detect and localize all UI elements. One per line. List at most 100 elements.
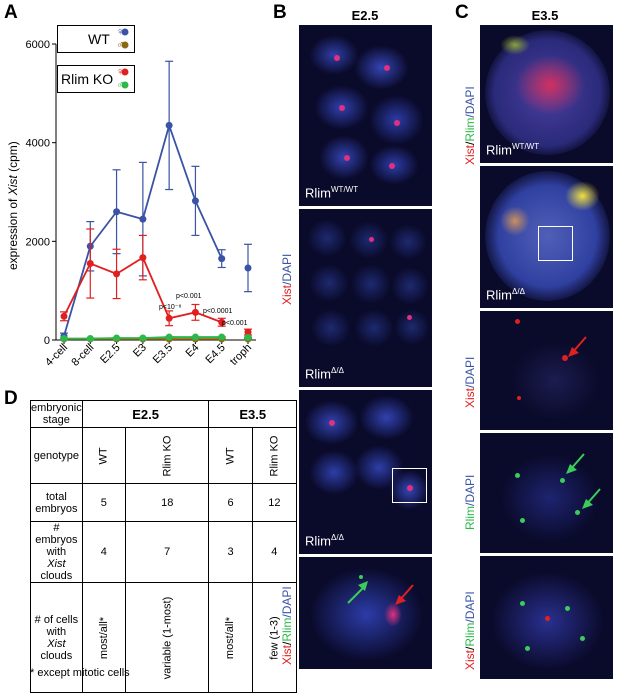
panel-b-title: E2.5	[351, 8, 379, 23]
legend-wt: WT ♀ ♂	[57, 25, 135, 53]
table-row-label: genotype	[30, 427, 83, 484]
data-point	[218, 255, 226, 263]
panel-c-title: E3.5	[531, 8, 559, 23]
arrow-red-icon	[568, 336, 587, 357]
table-cell: 12	[251, 483, 298, 522]
data-point	[113, 334, 121, 342]
microscopy-image-c1: RlimWT/WT	[479, 24, 614, 164]
data-point	[86, 260, 94, 268]
x-tick-label: 8-cell	[69, 342, 96, 369]
arrow-green-icon	[582, 488, 601, 509]
genotype-label: RlimΔ/Δ	[486, 286, 525, 302]
table-cell: Rlim KO	[268, 435, 281, 476]
data-point	[165, 121, 173, 129]
microscopy-image-c3	[479, 310, 614, 431]
legend-wt-label: WT	[88, 31, 110, 47]
pvalue-annotation: p<0.001	[176, 293, 202, 300]
table-row-label: # embryos with Xist clouds	[30, 521, 83, 583]
table-cell: most/all*	[224, 616, 237, 659]
microscopy-image-b1: RlimWT/WT	[298, 24, 433, 207]
panel-label-a: A	[4, 2, 18, 23]
x-tick-label: E3	[131, 342, 149, 360]
y-tick-label: 4000	[26, 138, 50, 150]
table-cell: few (1-3)	[268, 615, 281, 660]
data-point	[218, 318, 226, 326]
side-label-c-xist: Xist/DAPI	[463, 356, 477, 408]
legend-ko: Rlim KO ♀ ♂	[57, 65, 135, 93]
arrow-green-icon	[566, 453, 585, 474]
table-cell: 5	[81, 483, 126, 522]
side-label-c-merge: Xist/Rlim/DAPI	[463, 591, 477, 670]
panel-label-b: B	[273, 2, 287, 23]
data-point	[139, 215, 147, 223]
x-tick-label: E4.5	[203, 342, 227, 366]
data-point	[139, 334, 147, 342]
genotype-label: RlimWT/WT	[305, 184, 359, 200]
table-cell: 7	[124, 521, 210, 583]
data-point	[86, 335, 94, 343]
x-tick-label: E2.5	[98, 342, 122, 366]
genotype-label: RlimΔ/Δ	[305, 365, 344, 381]
x-tick-label: E4	[184, 342, 202, 360]
side-label-xist-dapi: Xist/DAPI	[280, 253, 294, 305]
data-point	[191, 333, 199, 341]
data-point	[139, 254, 147, 262]
legend-ko-label: Rlim KO	[61, 71, 114, 87]
data-point	[244, 334, 252, 342]
male-symbol: ♂	[116, 39, 125, 51]
legend-dots	[121, 28, 129, 89]
microscopy-image-c2: RlimΔ/Δ	[479, 165, 614, 309]
embryo-table: embryonic stage E2.5 E3.5 genotype WT Rl…	[30, 400, 298, 693]
female-symbol: ♀	[116, 26, 125, 38]
data-point	[60, 312, 68, 320]
y-axis-label: expression of Xist (cpm)	[6, 141, 20, 270]
pvalue-annotation: p<0.0001	[203, 308, 233, 315]
side-label-c-rlim: Rlim/DAPI	[463, 474, 477, 530]
microscopy-image-b2: RlimΔ/Δ	[298, 208, 433, 388]
table-header: embryonic stage	[30, 400, 83, 428]
table-cell: 6	[208, 483, 253, 522]
data-point	[165, 333, 173, 341]
arrow-red-icon	[395, 584, 414, 605]
table-footnote: * except mitotic cells	[30, 667, 130, 679]
table-cell: 3	[208, 521, 253, 583]
pvalue-annotation: p<0.001	[222, 320, 248, 327]
side-label-c-top: Xist/Rlim/DAPI	[463, 86, 477, 165]
data-point	[60, 335, 68, 343]
arrow-green-icon	[347, 581, 368, 604]
data-point	[218, 333, 226, 341]
data-point	[244, 264, 252, 272]
microscopy-image-b3: RlimΔ/Δ	[298, 389, 433, 555]
table-cell: Rlim KO	[161, 435, 174, 476]
data-point	[113, 208, 121, 216]
genotype-label: RlimΔ/Δ	[305, 532, 344, 548]
x-tick-label: troph	[228, 342, 254, 368]
panel-label-d: D	[4, 388, 18, 409]
genotype-label: RlimWT/WT	[486, 141, 540, 157]
zoom-box	[392, 468, 427, 503]
table-header: E3.5	[208, 400, 298, 428]
table-header: E2.5	[81, 400, 210, 428]
data-point	[191, 308, 199, 316]
table-cell: WT	[97, 446, 110, 465]
table-cell: 18	[124, 483, 210, 522]
female-symbol: ♀	[116, 66, 125, 78]
y-tick-label: 2000	[26, 236, 50, 248]
zoom-box	[538, 226, 573, 261]
y-tick-label: 6000	[26, 39, 50, 51]
panel-label-c: C	[455, 2, 469, 23]
data-point	[165, 314, 173, 322]
table-cell: WT	[224, 446, 237, 465]
table-cell: 4	[251, 521, 298, 583]
microscopy-image-c4	[479, 432, 614, 554]
data-point	[191, 197, 199, 205]
data-point	[113, 270, 121, 278]
table-cell: most/all*	[97, 616, 110, 659]
male-symbol: ♂	[116, 79, 125, 91]
pvalue-annotation: p<10⁻⁸	[159, 304, 182, 311]
table-cell: variable (1-most)	[161, 596, 174, 679]
microscopy-image-b4	[298, 556, 433, 670]
data-point	[244, 328, 252, 336]
table-cell: 4	[81, 521, 126, 583]
